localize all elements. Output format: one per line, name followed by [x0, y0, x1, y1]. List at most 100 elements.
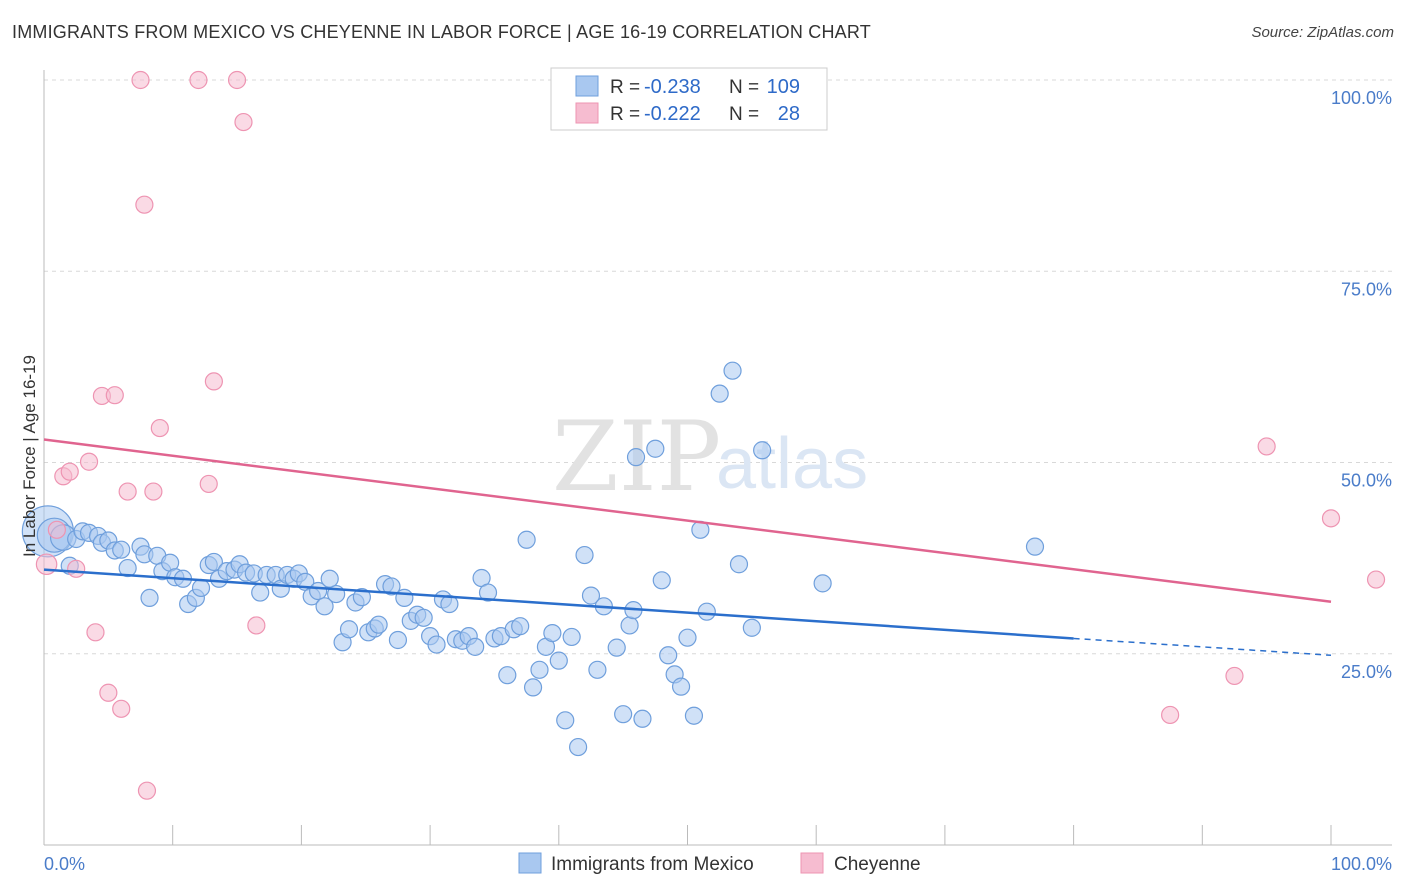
immigrants-from-mexico-point — [369, 615, 388, 634]
immigrants-from-mexico-point — [478, 583, 498, 602]
y-tick-label: 75.0% — [1341, 279, 1392, 299]
immigrants-from-mexico-point — [678, 628, 697, 647]
legend-n-value-pink: 28 — [778, 103, 800, 125]
immigrants-from-mexico-point — [652, 571, 671, 590]
legend-n-label-pink: N = — [729, 104, 759, 125]
immigrants-from-mexico-point — [1025, 537, 1045, 556]
immigrants-from-mexico-point — [813, 574, 832, 593]
immigrants-from-mexico-point — [588, 660, 607, 679]
legend-r-value-pink: -0.222 — [644, 103, 701, 125]
cheyenne-point — [234, 112, 253, 132]
immigrants-from-mexico-point — [569, 737, 588, 757]
immigrants-from-mexico-point — [684, 706, 704, 725]
watermark: ZIP atlas — [552, 401, 868, 513]
cheyenne-point — [135, 195, 154, 214]
bottom-legend-label-pink: Cheyenne — [834, 854, 921, 875]
immigrants-from-mexico-point — [581, 586, 601, 605]
cheyenne-point — [67, 559, 86, 578]
immigrants-from-mexico-point — [633, 709, 652, 728]
immigrants-from-mexico-point — [466, 637, 485, 656]
cheyenne-point — [199, 474, 218, 494]
source-label: Source: ZipAtlas.com — [1251, 24, 1394, 41]
y-tick-labels: 25.0% 50.0% 75.0% 100.0% — [1331, 88, 1392, 682]
cheyenne-point — [204, 372, 223, 391]
watermark-atlas: atlas — [716, 424, 868, 504]
immigrants-from-mexico-point — [511, 617, 530, 636]
legend-swatch-blue — [575, 75, 599, 97]
cheyenne-point — [247, 616, 266, 635]
immigrants-from-mexico-point — [352, 588, 371, 607]
trend-line-cheyenne — [43, 438, 1332, 603]
immigrants-from-mexico-point — [646, 439, 665, 458]
immigrants-from-mexico-point — [614, 705, 633, 724]
cheyenne-point — [1225, 666, 1244, 686]
immigrants-from-mexico-point — [251, 583, 270, 602]
cheyenne-point — [1366, 570, 1386, 589]
cheyenne-point — [79, 452, 99, 471]
immigrants-from-mexico-point — [517, 530, 536, 549]
immigrants-from-mexico-point — [498, 666, 517, 685]
immigrants-from-mexico-point — [562, 627, 581, 647]
immigrants-from-mexico-point — [626, 448, 646, 467]
cheyenne-point — [47, 520, 66, 539]
cheyenne-point — [86, 623, 105, 642]
immigrants-from-mexico-point — [530, 660, 549, 679]
immigrants-from-mexico-point — [523, 678, 543, 697]
cheyenne-point — [227, 70, 247, 90]
immigrants-from-mexico-point — [427, 635, 446, 654]
cheyenne-point — [105, 386, 124, 405]
immigrants-from-mexico-point — [607, 638, 626, 657]
immigrants-from-mexico-point — [729, 555, 749, 574]
immigrants-from-mexico-point — [112, 540, 131, 559]
immigrants-from-mexico-point — [723, 361, 742, 380]
cheyenne-point — [118, 482, 137, 501]
legend-r-label-blue: R = — [610, 77, 640, 98]
immigrants-from-mexico-point — [339, 620, 359, 639]
immigrants-from-mexico-point — [382, 577, 401, 596]
immigrants-from-mexico-point — [388, 630, 408, 650]
legend-box: R = -0.238 N = 109 R = -0.222 N = 28 — [550, 67, 828, 131]
legend-n-label-blue: N = — [729, 77, 759, 98]
immigrants-from-mexico-point — [556, 711, 575, 730]
immigrants-from-mexico-point — [320, 569, 339, 588]
cheyenne-point — [137, 781, 157, 800]
cheyenne-point — [112, 699, 131, 718]
bottom-legend-label-blue: Immigrants from Mexico — [551, 854, 754, 875]
grid-lines — [44, 79, 1392, 655]
chart-title: IMMIGRANTS FROM MEXICO VS CHEYENNE IN LA… — [12, 22, 871, 42]
cheyenne-point — [1161, 705, 1180, 725]
x-tick-label-max: 100.0% — [1331, 854, 1392, 874]
y-tick-label: 100.0% — [1331, 88, 1392, 108]
immigrants-from-mexico-point — [753, 441, 772, 460]
immigrants-from-mexico-point — [191, 578, 211, 598]
immigrants-from-mexico-point — [543, 623, 562, 643]
cheyenne-point — [99, 683, 118, 702]
bottom-legend-swatch-blue — [518, 852, 542, 874]
immigrants-from-mexico-point — [575, 545, 594, 565]
immigrants-from-mexico-point — [118, 558, 137, 578]
trend-line-immigrants-from-mexico — [43, 568, 1074, 640]
bottom-legend: Immigrants from Mexico Cheyenne — [518, 852, 921, 875]
bottom-legend-swatch-pink — [800, 852, 824, 874]
cheyenne-point — [60, 462, 79, 481]
immigrants-from-mexico-point — [140, 588, 159, 608]
immigrants-from-mexico-point — [395, 588, 414, 608]
x-tick-labels: 0.0% 100.0% — [44, 854, 1392, 874]
immigrants-from-mexico-point — [620, 616, 639, 635]
immigrants-from-mexico-point — [549, 651, 568, 670]
immigrants-from-mexico-point — [315, 597, 334, 616]
cheyenne-point — [1257, 437, 1276, 456]
series-immigrants-from-mexico — [21, 361, 1045, 757]
legend-r-label-pink: R = — [610, 104, 640, 125]
legend-r-value-blue: -0.238 — [644, 76, 701, 98]
immigrants-from-mexico-point — [671, 677, 691, 696]
cheyenne-point — [131, 70, 150, 90]
cheyenne-point — [150, 418, 169, 438]
immigrants-from-mexico-point — [697, 602, 716, 621]
legend-n-value-blue: 109 — [767, 76, 800, 98]
cheyenne-point — [189, 70, 208, 90]
x-tick-label-min: 0.0% — [44, 854, 85, 874]
immigrants-from-mexico-point — [204, 552, 223, 572]
y-axis-title: In Labor Force | Age 16-19 — [20, 355, 39, 557]
